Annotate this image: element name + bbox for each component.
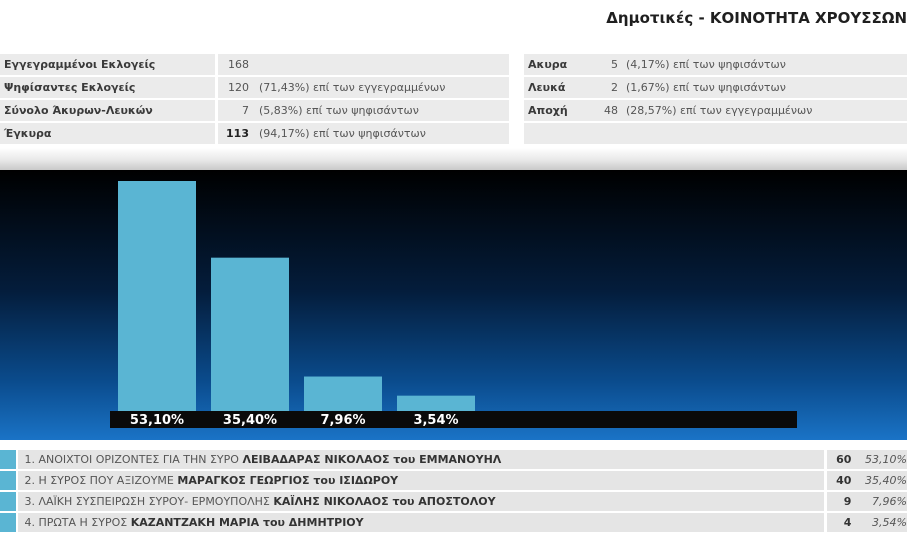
result-votes: 9 — [823, 492, 852, 511]
turnout-stats-table: Εγγεγραμμένοι Εκλογείς 168 Ακυρα 5 (4,17… — [0, 52, 907, 146]
chart-svg: 53,10% 35,40% 7,96% 3,54% — [110, 181, 797, 428]
stat-desc: (71,43%) επί των εγγεγραμμένων — [255, 77, 509, 98]
stat-desc: (94,17%) επί των ψηφισάντων — [255, 123, 509, 144]
result-percent: 3,54% — [851, 513, 907, 532]
results-table: 1. ΑΝΟΙΧΤΟΙ ΟΡΙΖΟΝΤΕΣ ΓΙΑ ΤΗΝ ΣΥΡΟ ΛΕΙΒΑ… — [0, 448, 907, 534]
chart-label-strip — [110, 411, 797, 428]
stat-desc — [255, 54, 509, 75]
stat-desc: (5,83%) επί των ψηφισάντων — [255, 100, 509, 121]
result-percent: 35,40% — [851, 471, 907, 490]
result-row: 2. Η ΣΥΡΟΣ ΠΟΥ ΑΞΙΖΟΥΜΕ ΜΑΡΑΓΚΟΣ ΓΕΩΡΓΙΟ… — [0, 471, 907, 490]
stat-label: Ψηφίσαντες Εκλογείς — [0, 77, 215, 98]
chart-data-label: 3,54% — [413, 413, 458, 428]
chart-data-label: 53,10% — [130, 413, 184, 428]
result-votes: 60 — [823, 450, 852, 469]
stat-label: Εγγεγραμμένοι Εκλογείς — [0, 54, 215, 75]
chart-data-label: 35,40% — [223, 413, 277, 428]
stat-desc: (4,17%) επί των ψηφισάντων — [622, 54, 907, 75]
separator-shadow — [0, 148, 907, 170]
color-swatch — [0, 450, 17, 469]
result-votes: 4 — [823, 513, 852, 532]
stats-row: Ψηφίσαντες Εκλογείς 120 (71,43%) επί των… — [0, 77, 907, 98]
stat-value: 5 — [594, 54, 622, 75]
result-name: 1. ΑΝΟΙΧΤΟΙ ΟΡΙΖΟΝΤΕΣ ΓΙΑ ΤΗΝ ΣΥΡΟ ΛΕΙΒΑ… — [16, 450, 824, 469]
color-swatch — [0, 513, 17, 532]
stat-desc: (1,67%) επί των ψηφισάντων — [622, 77, 907, 98]
stats-row: Σύνολο Άκυρων-Λευκών 7 (5,83%) επί των ψ… — [0, 100, 907, 121]
stat-value: 168 — [215, 54, 255, 75]
result-percent: 7,96% — [851, 492, 907, 511]
results-bar-chart: 53,10% 35,40% 7,96% 3,54% — [0, 170, 907, 440]
stat-value: 120 — [215, 77, 255, 98]
page-title: Δημοτικές - ΚΟΙΝΟΤΗΤΑ ΧΡΟΥΣΣΩΝ — [606, 9, 907, 27]
result-name: 4. ΠΡΩΤΑ Η ΣΥΡΟΣ ΚΑΖΑΝΤΖΑΚΗ ΜΑΡΙΑ του ΔΗ… — [16, 513, 824, 532]
chart-bar — [304, 376, 382, 411]
result-row: 1. ΑΝΟΙΧΤΟΙ ΟΡΙΖΟΝΤΕΣ ΓΙΑ ΤΗΝ ΣΥΡΟ ΛΕΙΒΑ… — [0, 450, 907, 469]
stat-desc: (28,57%) επί των εγγεγραμμένων — [622, 100, 907, 121]
result-name: 3. ΛΑΪΚΗ ΣΥΣΠΕΙΡΩΣΗ ΣΥΡΟΥ- ΕΡΜΟΥΠΟΛΗΣ ΚΑ… — [16, 492, 824, 511]
chart-bar — [211, 257, 289, 411]
stat-label: Αποχή — [524, 100, 594, 121]
result-percent: 53,10% — [851, 450, 907, 469]
stat-value: 48 — [594, 100, 622, 121]
chart-bar — [397, 395, 475, 411]
result-row: 4. ΠΡΩΤΑ Η ΣΥΡΟΣ ΚΑΖΑΝΤΖΑΚΗ ΜΑΡΙΑ του ΔΗ… — [0, 513, 907, 532]
color-swatch — [0, 492, 17, 511]
stat-label: Ακυρα — [524, 54, 594, 75]
result-name: 2. Η ΣΥΡΟΣ ΠΟΥ ΑΞΙΖΟΥΜΕ ΜΑΡΑΓΚΟΣ ΓΕΩΡΓΙΟ… — [16, 471, 824, 490]
chart-bar — [118, 181, 196, 411]
stat-label: Λευκά — [524, 77, 594, 98]
stat-value: 7 — [215, 100, 255, 121]
stat-value: 2 — [594, 77, 622, 98]
color-swatch — [0, 471, 17, 490]
stat-label: Έγκυρα — [0, 123, 215, 144]
chart-data-label: 7,96% — [320, 413, 365, 428]
result-row: 3. ΛΑΪΚΗ ΣΥΣΠΕΙΡΩΣΗ ΣΥΡΟΥ- ΕΡΜΟΥΠΟΛΗΣ ΚΑ… — [0, 492, 907, 511]
stats-row: Έγκυρα 113 (94,17%) επί των ψηφισάντων — [0, 123, 907, 144]
stat-value: 113 — [215, 123, 255, 144]
stat-label: Σύνολο Άκυρων-Λευκών — [0, 100, 215, 121]
result-votes: 40 — [823, 471, 852, 490]
stats-row: Εγγεγραμμένοι Εκλογείς 168 Ακυρα 5 (4,17… — [0, 54, 907, 75]
